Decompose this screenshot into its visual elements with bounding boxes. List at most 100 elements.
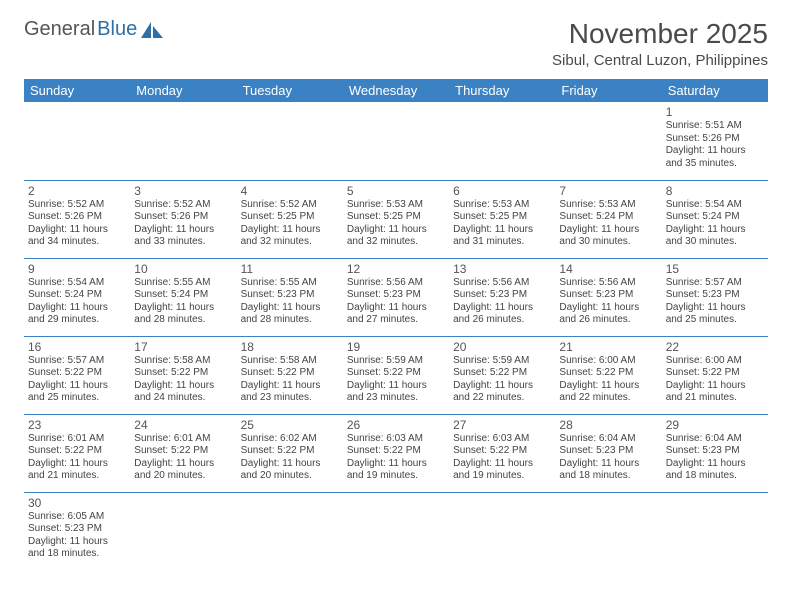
calendar-cell: 13Sunrise: 5:56 AMSunset: 5:23 PMDayligh… (449, 258, 555, 336)
day-detail: Sunrise: 5:56 AMSunset: 5:23 PMDaylight:… (559, 277, 657, 327)
calendar-row: 30Sunrise: 6:05 AMSunset: 5:23 PMDayligh… (24, 492, 768, 570)
calendar-cell: 12Sunrise: 5:56 AMSunset: 5:23 PMDayligh… (343, 258, 449, 336)
day-number: 29 (666, 418, 764, 432)
location: Sibul, Central Luzon, Philippines (552, 52, 768, 69)
day-number: 2 (28, 184, 126, 198)
calendar-cell (555, 102, 661, 180)
day-detail: Sunrise: 5:56 AMSunset: 5:23 PMDaylight:… (347, 277, 445, 327)
day-number: 17 (134, 340, 232, 354)
calendar-table: SundayMondayTuesdayWednesdayThursdayFrid… (24, 79, 768, 570)
calendar-cell (449, 102, 555, 180)
calendar-row: 1Sunrise: 5:51 AMSunset: 5:26 PMDaylight… (24, 102, 768, 180)
day-number: 25 (241, 418, 339, 432)
brand-part1: General (24, 18, 95, 41)
calendar-cell: 26Sunrise: 6:03 AMSunset: 5:22 PMDayligh… (343, 414, 449, 492)
calendar-row: 2Sunrise: 5:52 AMSunset: 5:26 PMDaylight… (24, 180, 768, 258)
day-number: 1 (666, 105, 764, 119)
brand-part2: Blue (97, 18, 137, 41)
calendar-cell: 23Sunrise: 6:01 AMSunset: 5:22 PMDayligh… (24, 414, 130, 492)
day-detail: Sunrise: 5:52 AMSunset: 5:26 PMDaylight:… (28, 199, 126, 249)
day-detail: Sunrise: 5:56 AMSunset: 5:23 PMDaylight:… (453, 277, 551, 327)
header: GeneralBlue November 2025 Sibul, Central… (24, 18, 768, 75)
day-detail: Sunrise: 5:54 AMSunset: 5:24 PMDaylight:… (666, 199, 764, 249)
day-number: 22 (666, 340, 764, 354)
calendar-cell: 6Sunrise: 5:53 AMSunset: 5:25 PMDaylight… (449, 180, 555, 258)
day-number: 15 (666, 262, 764, 276)
calendar-cell: 2Sunrise: 5:52 AMSunset: 5:26 PMDaylight… (24, 180, 130, 258)
day-detail: Sunrise: 5:57 AMSunset: 5:23 PMDaylight:… (666, 277, 764, 327)
calendar-cell (555, 492, 661, 570)
day-number: 10 (134, 262, 232, 276)
calendar-cell: 21Sunrise: 6:00 AMSunset: 5:22 PMDayligh… (555, 336, 661, 414)
day-detail: Sunrise: 5:53 AMSunset: 5:24 PMDaylight:… (559, 199, 657, 249)
day-detail: Sunrise: 5:53 AMSunset: 5:25 PMDaylight:… (453, 199, 551, 249)
calendar-row: 9Sunrise: 5:54 AMSunset: 5:24 PMDaylight… (24, 258, 768, 336)
day-number: 9 (28, 262, 126, 276)
day-number: 6 (453, 184, 551, 198)
day-number: 13 (453, 262, 551, 276)
day-number: 16 (28, 340, 126, 354)
calendar-cell: 19Sunrise: 5:59 AMSunset: 5:22 PMDayligh… (343, 336, 449, 414)
day-detail: Sunrise: 6:04 AMSunset: 5:23 PMDaylight:… (559, 433, 657, 483)
calendar-cell: 5Sunrise: 5:53 AMSunset: 5:25 PMDaylight… (343, 180, 449, 258)
calendar-cell: 17Sunrise: 5:58 AMSunset: 5:22 PMDayligh… (130, 336, 236, 414)
day-detail: Sunrise: 6:00 AMSunset: 5:22 PMDaylight:… (559, 355, 657, 405)
day-number: 18 (241, 340, 339, 354)
calendar-body: 1Sunrise: 5:51 AMSunset: 5:26 PMDaylight… (24, 102, 768, 570)
calendar-row: 16Sunrise: 5:57 AMSunset: 5:22 PMDayligh… (24, 336, 768, 414)
calendar-cell: 24Sunrise: 6:01 AMSunset: 5:22 PMDayligh… (130, 414, 236, 492)
calendar-cell (130, 102, 236, 180)
calendar-cell: 10Sunrise: 5:55 AMSunset: 5:24 PMDayligh… (130, 258, 236, 336)
weekday-header: Tuesday (237, 79, 343, 102)
day-number: 30 (28, 496, 126, 510)
day-detail: Sunrise: 5:55 AMSunset: 5:23 PMDaylight:… (241, 277, 339, 327)
calendar-cell: 18Sunrise: 5:58 AMSunset: 5:22 PMDayligh… (237, 336, 343, 414)
weekday-header: Thursday (449, 79, 555, 102)
calendar-cell (343, 102, 449, 180)
day-number: 7 (559, 184, 657, 198)
calendar-cell (237, 102, 343, 180)
day-detail: Sunrise: 6:03 AMSunset: 5:22 PMDaylight:… (453, 433, 551, 483)
day-number: 11 (241, 262, 339, 276)
calendar-cell: 11Sunrise: 5:55 AMSunset: 5:23 PMDayligh… (237, 258, 343, 336)
day-detail: Sunrise: 5:58 AMSunset: 5:22 PMDaylight:… (241, 355, 339, 405)
day-number: 27 (453, 418, 551, 432)
day-detail: Sunrise: 6:02 AMSunset: 5:22 PMDaylight:… (241, 433, 339, 483)
calendar-cell: 25Sunrise: 6:02 AMSunset: 5:22 PMDayligh… (237, 414, 343, 492)
day-number: 14 (559, 262, 657, 276)
day-detail: Sunrise: 5:59 AMSunset: 5:22 PMDaylight:… (347, 355, 445, 405)
day-detail: Sunrise: 5:54 AMSunset: 5:24 PMDaylight:… (28, 277, 126, 327)
calendar-cell: 3Sunrise: 5:52 AMSunset: 5:26 PMDaylight… (130, 180, 236, 258)
day-detail: Sunrise: 6:04 AMSunset: 5:23 PMDaylight:… (666, 433, 764, 483)
day-detail: Sunrise: 5:58 AMSunset: 5:22 PMDaylight:… (134, 355, 232, 405)
day-detail: Sunrise: 6:03 AMSunset: 5:22 PMDaylight:… (347, 433, 445, 483)
day-number: 4 (241, 184, 339, 198)
day-number: 19 (347, 340, 445, 354)
day-detail: Sunrise: 5:59 AMSunset: 5:22 PMDaylight:… (453, 355, 551, 405)
weekday-header: Wednesday (343, 79, 449, 102)
day-detail: Sunrise: 5:51 AMSunset: 5:26 PMDaylight:… (666, 120, 764, 170)
calendar-cell: 7Sunrise: 5:53 AMSunset: 5:24 PMDaylight… (555, 180, 661, 258)
calendar-cell: 20Sunrise: 5:59 AMSunset: 5:22 PMDayligh… (449, 336, 555, 414)
calendar-cell (237, 492, 343, 570)
weekday-header: Friday (555, 79, 661, 102)
calendar-cell: 30Sunrise: 6:05 AMSunset: 5:23 PMDayligh… (24, 492, 130, 570)
weekday-header-row: SundayMondayTuesdayWednesdayThursdayFrid… (24, 79, 768, 102)
calendar-row: 23Sunrise: 6:01 AMSunset: 5:22 PMDayligh… (24, 414, 768, 492)
calendar-cell (24, 102, 130, 180)
day-number: 5 (347, 184, 445, 198)
day-detail: Sunrise: 5:52 AMSunset: 5:26 PMDaylight:… (134, 199, 232, 249)
day-detail: Sunrise: 5:57 AMSunset: 5:22 PMDaylight:… (28, 355, 126, 405)
day-detail: Sunrise: 5:52 AMSunset: 5:25 PMDaylight:… (241, 199, 339, 249)
page-title: November 2025 (552, 18, 768, 50)
day-number: 23 (28, 418, 126, 432)
day-number: 12 (347, 262, 445, 276)
calendar-cell: 22Sunrise: 6:00 AMSunset: 5:22 PMDayligh… (662, 336, 768, 414)
calendar-cell: 27Sunrise: 6:03 AMSunset: 5:22 PMDayligh… (449, 414, 555, 492)
calendar-cell: 14Sunrise: 5:56 AMSunset: 5:23 PMDayligh… (555, 258, 661, 336)
day-number: 8 (666, 184, 764, 198)
day-detail: Sunrise: 6:01 AMSunset: 5:22 PMDaylight:… (134, 433, 232, 483)
calendar-cell: 28Sunrise: 6:04 AMSunset: 5:23 PMDayligh… (555, 414, 661, 492)
day-detail: Sunrise: 6:01 AMSunset: 5:22 PMDaylight:… (28, 433, 126, 483)
day-detail: Sunrise: 6:00 AMSunset: 5:22 PMDaylight:… (666, 355, 764, 405)
